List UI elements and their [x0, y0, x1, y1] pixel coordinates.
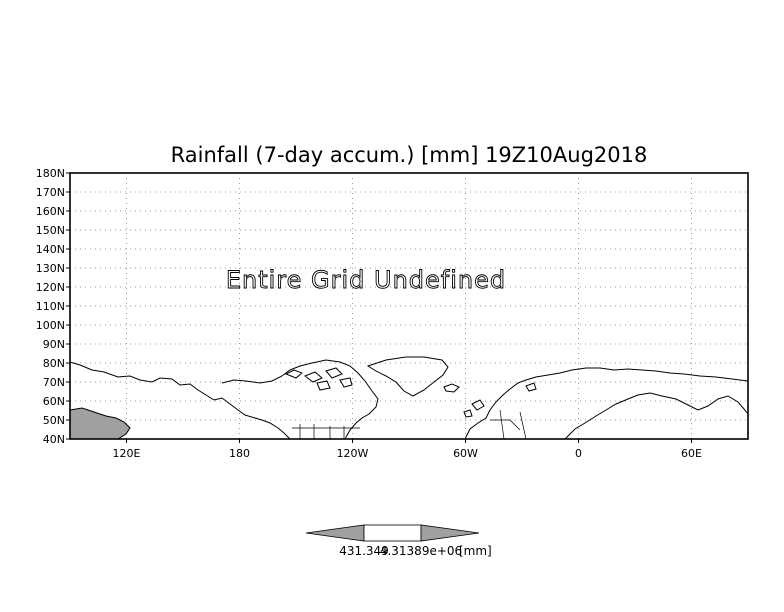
- north-america-islands: [284, 367, 353, 391]
- lon-label: 120E: [113, 447, 141, 460]
- lat-label: 110N: [36, 300, 65, 313]
- plot-area: Entire Grid Undefined 180N 170N 160N 150N 14…: [36, 167, 749, 460]
- lat-label: 40N: [43, 433, 65, 446]
- lon-label: 0: [575, 447, 582, 460]
- undefined-grid-notice: Entire Grid Undefined: [226, 266, 506, 294]
- coastlines: [69, 356, 749, 440]
- lat-label: 120N: [36, 281, 65, 294]
- plot-background: [70, 173, 748, 439]
- iceland-coastline: [443, 383, 460, 393]
- lat-label: 60N: [43, 395, 65, 408]
- colorbar-units: [mm]: [459, 544, 492, 558]
- europe-islands: [463, 382, 537, 418]
- lat-label: 70N: [43, 376, 65, 389]
- gridlines: [70, 173, 748, 439]
- lon-label: 120W: [337, 447, 369, 460]
- colorbar-left-triangle: [305, 524, 365, 542]
- asia-coastline: [69, 361, 239, 411]
- colorbar-label-high: 4.31389e+06: [380, 544, 462, 558]
- country-borders: [292, 409, 527, 440]
- colorbar-label-low: 431.349: [339, 544, 389, 558]
- north-america-coastline: [221, 359, 379, 440]
- lon-label: 180: [229, 447, 250, 460]
- longitude-labels: 120E180120W60W060E120E: [113, 439, 702, 460]
- map-title: Rainfall (7-day accum.) [mm] 19Z10Aug201…: [171, 143, 648, 167]
- lat-label: 140N: [36, 243, 65, 256]
- latitude-labels: 180N 170N 160N 150N 140N 130N 120N 110N 100N 90N 8…: [36, 167, 70, 446]
- colorbar-middle-box: [363, 524, 422, 542]
- colorbar: 431.349 4.31389e+06 [mm]: [305, 524, 492, 558]
- lat-label: 90N: [43, 338, 65, 351]
- lat-label: 130N: [36, 262, 65, 275]
- europe-asia-coastline: [464, 367, 749, 440]
- colorbar-right-triangle: [420, 524, 480, 542]
- lat-label: 50N: [43, 414, 65, 427]
- lon-label: 60W: [453, 447, 478, 460]
- lon-label: 60E: [681, 447, 702, 460]
- greenland-coastline: [366, 356, 449, 397]
- lat-label: 170N: [36, 186, 65, 199]
- lat-label: 80N: [43, 357, 65, 370]
- lat-label: 150N: [36, 224, 65, 237]
- lat-label: 160N: [36, 205, 65, 218]
- lat-label: 180N: [36, 167, 65, 180]
- lat-label: 100N: [36, 319, 65, 332]
